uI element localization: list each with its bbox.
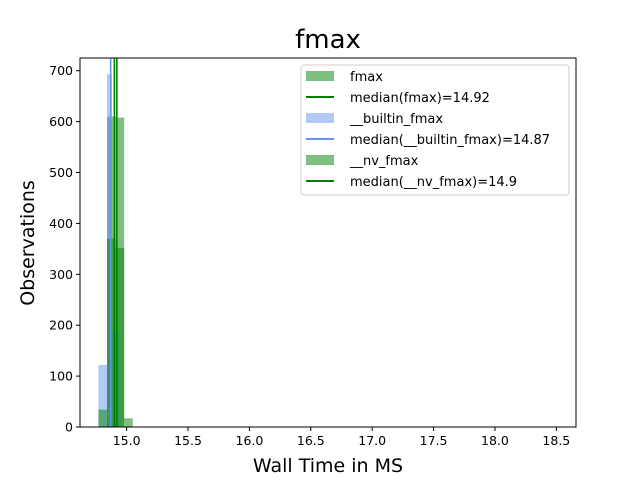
x-axis-label: Wall Time in MS xyxy=(253,455,403,477)
histogram-bar-series-2-0 xyxy=(98,364,108,427)
y-tick-label: 600 xyxy=(49,114,73,129)
legend: fmax median(fmax)=14.92 __builtin_fmaxmedi… xyxy=(300,64,570,196)
y-tick-label: 100 xyxy=(49,369,73,384)
legend-label: fmax xyxy=(350,70,383,85)
y-tick-label: 300 xyxy=(49,267,73,282)
x-tick-label: 15.0 xyxy=(113,433,141,448)
y-tick-label: 200 xyxy=(49,318,73,333)
x-tick-label: 17.0 xyxy=(358,433,386,448)
histogram-bar-series-4-3 xyxy=(124,418,133,427)
legend-label: __builtin_fmax xyxy=(349,112,443,127)
histogram-bar-series-4-2 xyxy=(115,247,125,427)
chart-title: fmax xyxy=(295,25,361,55)
legend-label: median(fmax)=14.92 xyxy=(350,91,490,106)
x-tick-label: 16.5 xyxy=(297,433,325,448)
legend-label: median(__builtin_fmax)=14.87 xyxy=(350,133,550,148)
x-tick-label: 18.0 xyxy=(481,433,509,448)
y-axis-label: Observations xyxy=(17,180,39,306)
legend-swatch xyxy=(306,155,334,165)
legend-box xyxy=(300,64,570,196)
x-tick-label: 15.5 xyxy=(174,433,202,448)
y-tick-label: 400 xyxy=(49,216,73,231)
legend-label: median(__nv_fmax)=14.9 xyxy=(350,175,517,190)
histogram-bar-series-4-0 xyxy=(98,409,108,427)
y-tick-label: 700 xyxy=(49,63,73,78)
x-tick-label: 16.0 xyxy=(236,433,264,448)
x-tick-label: 18.5 xyxy=(542,433,570,448)
median-lines-layer xyxy=(109,58,118,427)
y-tick-label: 0 xyxy=(65,420,73,435)
plot-frame xyxy=(79,57,577,428)
y-axis-ticks: 0 100 200 300 400 500 600 700 xyxy=(49,63,80,435)
legend-label: __nv_fmax xyxy=(349,154,419,169)
legend-swatch xyxy=(306,71,334,81)
legend-swatch xyxy=(306,113,334,123)
x-axis-ticks: 15.0 15.5 16.0 16.5 17.0 17.5 18.0 18.5 xyxy=(113,427,570,448)
y-tick-label: 500 xyxy=(49,165,73,180)
x-tick-label: 17.5 xyxy=(420,433,448,448)
